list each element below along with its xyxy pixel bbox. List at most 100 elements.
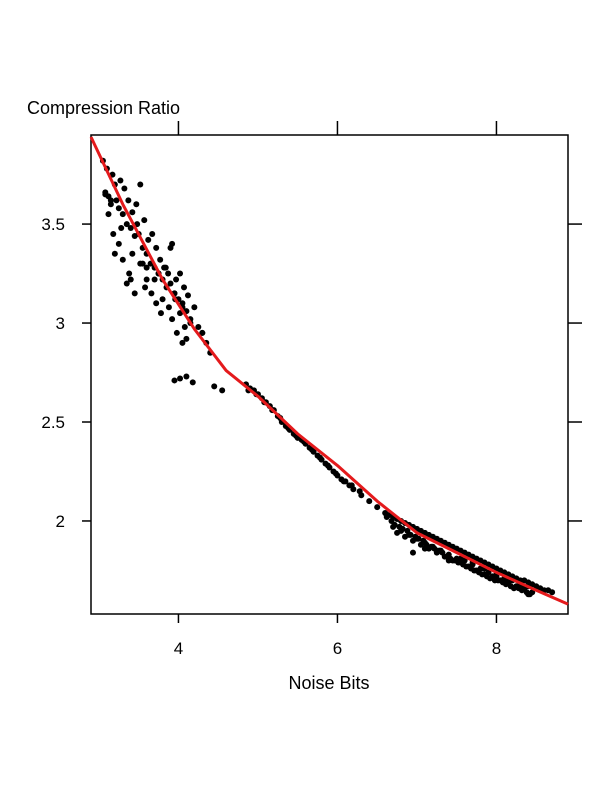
y-tick-label: 3.5 xyxy=(41,215,65,234)
axis-ticks: 4 6 8 2 2.5 3 3.5 xyxy=(41,121,582,658)
data-point xyxy=(219,387,226,394)
data-point xyxy=(110,230,117,237)
data-point xyxy=(199,329,206,336)
data-point xyxy=(356,488,363,495)
data-point xyxy=(115,240,122,247)
data-point xyxy=(421,545,428,552)
data-point xyxy=(107,197,114,204)
data-point xyxy=(316,454,323,461)
data-point xyxy=(159,296,166,303)
data-point xyxy=(195,323,202,330)
data-point xyxy=(127,276,134,283)
data-point xyxy=(445,557,452,564)
data-point xyxy=(157,310,164,317)
data-point xyxy=(409,537,416,544)
data-point xyxy=(211,383,218,390)
data-point xyxy=(141,217,148,224)
data-point xyxy=(118,225,125,232)
data-point xyxy=(473,567,480,574)
data-point xyxy=(366,498,373,505)
y-tick-label: 3 xyxy=(56,314,65,333)
data-point xyxy=(148,290,155,297)
y-tick-label: 2 xyxy=(56,512,65,531)
data-point xyxy=(394,529,401,536)
x-tick-label: 4 xyxy=(174,639,183,658)
data-point xyxy=(189,379,196,386)
data-point xyxy=(117,177,124,184)
data-point xyxy=(119,256,126,263)
data-point xyxy=(457,555,464,562)
data-point xyxy=(167,244,174,251)
plot-frame xyxy=(90,134,569,615)
data-point xyxy=(137,260,144,267)
x-tick-label: 8 xyxy=(492,639,501,658)
data-point xyxy=(123,280,130,287)
data-point xyxy=(433,547,440,554)
data-point xyxy=(165,270,172,277)
data-point xyxy=(173,276,180,283)
x-axis-title: Noise Bits xyxy=(288,673,369,693)
data-point xyxy=(183,373,190,380)
data-point xyxy=(137,181,144,188)
data-point xyxy=(131,290,138,297)
data-point xyxy=(324,462,331,469)
data-point xyxy=(465,563,472,570)
fit-lines xyxy=(89,136,569,606)
data-point xyxy=(525,591,532,598)
data-point xyxy=(111,250,118,257)
data-point xyxy=(143,264,150,271)
y-tick-label: 2.5 xyxy=(41,413,65,432)
data-point xyxy=(129,250,136,257)
data-point xyxy=(127,225,134,232)
data-point xyxy=(142,284,149,291)
data-point xyxy=(105,211,112,218)
data-point xyxy=(153,300,160,307)
trend-line xyxy=(89,136,569,606)
data-point xyxy=(165,304,172,311)
data-point xyxy=(332,470,339,477)
data-point xyxy=(374,504,381,511)
data-point xyxy=(181,323,188,330)
data-point xyxy=(402,533,409,540)
data-point xyxy=(113,197,120,204)
data-point xyxy=(129,209,136,216)
data-point xyxy=(177,270,184,277)
data-point xyxy=(162,264,169,271)
data-point xyxy=(441,553,448,560)
data-point xyxy=(417,541,424,548)
data-point xyxy=(549,589,556,596)
data-point xyxy=(191,304,198,311)
data-point xyxy=(497,577,504,584)
data-point xyxy=(348,482,355,489)
data-point xyxy=(171,377,178,384)
x-tick-label: 6 xyxy=(333,639,342,658)
data-point xyxy=(181,284,188,291)
data-point xyxy=(383,514,390,521)
data-point xyxy=(123,221,130,228)
data-point xyxy=(183,335,190,342)
data-point xyxy=(121,185,128,192)
data-point xyxy=(184,292,191,299)
data-point xyxy=(145,236,152,243)
data-point xyxy=(143,276,150,283)
data-point xyxy=(167,280,174,287)
data-point xyxy=(102,191,109,198)
data-point xyxy=(169,316,176,323)
data-point xyxy=(153,244,160,251)
data-point xyxy=(149,230,156,237)
data-point xyxy=(126,270,133,277)
data-point xyxy=(157,256,164,263)
data-point xyxy=(390,523,397,530)
data-point xyxy=(119,211,126,218)
data-point xyxy=(177,375,184,382)
data-point xyxy=(115,205,122,212)
data-point xyxy=(481,571,488,578)
data-point xyxy=(151,276,158,283)
data-point xyxy=(493,573,500,580)
data-point xyxy=(340,478,347,485)
data-point xyxy=(125,197,132,204)
chart-title: Compression Ratio xyxy=(27,98,180,118)
scatter-points xyxy=(99,157,556,598)
data-point xyxy=(173,329,180,336)
